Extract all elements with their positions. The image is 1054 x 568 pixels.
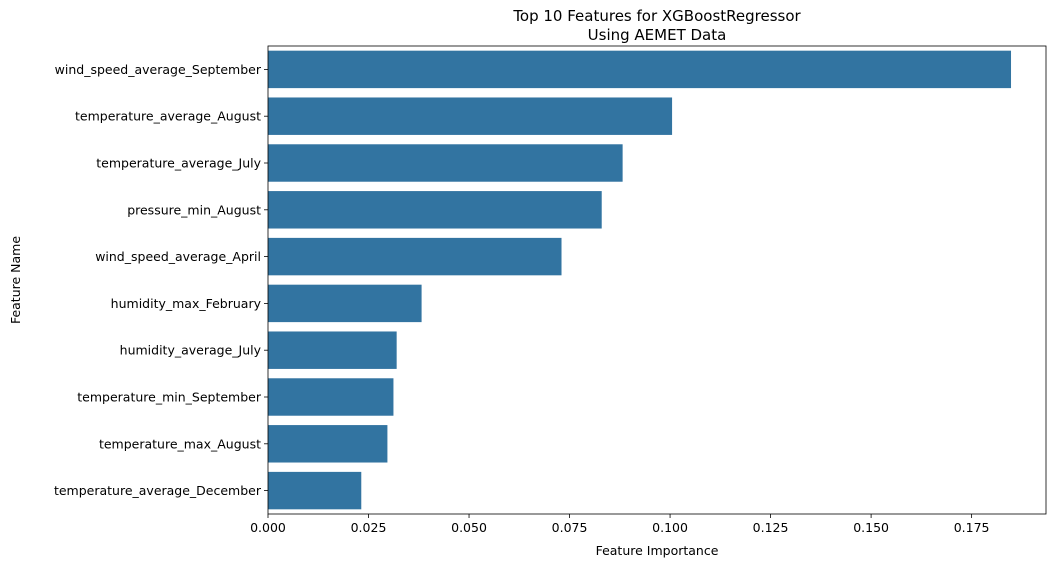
bars: [268, 50, 1012, 510]
y-tick-label: humidity_average_July: [120, 343, 262, 358]
y-tick-label: wind_speed_average_April: [95, 249, 261, 264]
bar-temperature-average-December: [268, 471, 362, 510]
x-tick-label: 0.025: [351, 520, 387, 535]
y-tick-label: temperature_max_August: [99, 436, 261, 451]
bar-humidity-max-February: [268, 284, 422, 323]
plot-frame: [267, 45, 1047, 515]
bar-pressure-min-August: [268, 191, 602, 229]
bar-wind-speed-average-April: [268, 237, 562, 276]
chart-title: Top 10 Features for XGBoostRegressorUsin…: [512, 7, 801, 44]
y-tick-label: humidity_max_February: [111, 296, 262, 311]
y-tick-label: wind_speed_average_September: [55, 62, 262, 77]
x-tick-label: 0.125: [753, 520, 789, 535]
y-tick-label: temperature_average_December: [54, 483, 262, 498]
bar-temperature-average-July: [268, 144, 623, 182]
y-axis-ticks: wind_speed_average_September temperature_…: [54, 62, 268, 498]
y-tick-label: temperature_min_September: [77, 390, 262, 405]
bar-temperature-max-August: [268, 425, 388, 463]
x-tick-label: 0.175: [954, 520, 990, 535]
chart-title-line-2: Using AEMET Data: [588, 26, 727, 44]
x-tick-label: 0.075: [552, 520, 588, 535]
x-tick-label: 0.050: [451, 520, 487, 535]
bar-temperature-average-August: [268, 97, 673, 135]
axes: [267, 45, 1047, 515]
x-tick-label: 0.150: [853, 520, 889, 535]
bar-wind-speed-average-September: [268, 50, 1012, 89]
bar-temperature-min-September: [268, 378, 394, 416]
y-tick-label: temperature_average_July: [96, 156, 261, 171]
chart-title-line-1: Top 10 Features for XGBoostRegressor: [512, 7, 801, 25]
y-axis-label: Feature Name: [8, 236, 23, 324]
x-tick-label: 0.000: [250, 520, 286, 535]
bar-humidity-average-July: [268, 331, 397, 369]
y-tick-label: pressure_min_August: [127, 202, 261, 217]
x-tick-label: 0.100: [652, 520, 688, 535]
y-tick-label: temperature_average_August: [75, 109, 261, 124]
x-axis-label: Feature Importance: [596, 543, 719, 558]
x-axis-ticks: 0.000 0.025 0.050 0.075 0.100 0.125 0.150 0.175: [250, 514, 990, 535]
